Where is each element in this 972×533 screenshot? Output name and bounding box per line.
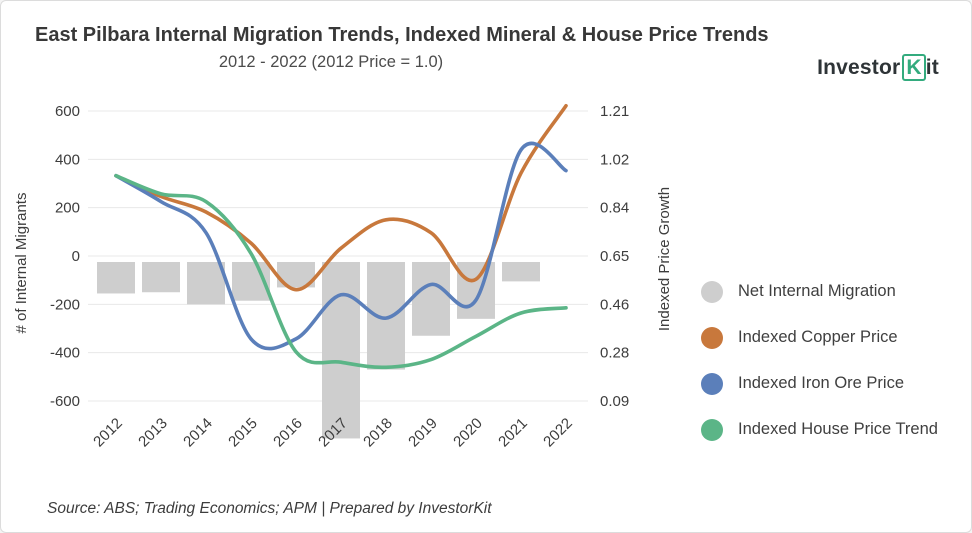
migration-bar	[322, 262, 360, 439]
legend-item-indexed-iron-ore-price: Indexed Iron Ore Price	[701, 373, 963, 395]
legend-swatch-indexed-iron-ore-price	[701, 373, 723, 395]
migration-bar	[502, 262, 540, 282]
logo-text-investor: Investor	[817, 56, 901, 79]
left-axis-title: # of Internal Migrants	[13, 192, 30, 334]
legend-label: Indexed Copper Price	[738, 328, 898, 347]
migration-bar	[187, 262, 225, 305]
legend: Net Internal Migration Indexed Copper Pri…	[701, 281, 963, 441]
chart-subtitle: 2012 - 2022 (2012 Price = 1.0)	[218, 53, 444, 71]
legend-swatch-indexed-copper-price	[701, 327, 723, 349]
x-tick-label: 2018	[360, 415, 396, 451]
migration-bar	[412, 262, 450, 336]
left-tick-label: -200	[50, 296, 80, 313]
right-tick-label: 0.65	[600, 248, 629, 265]
indexed-copper-price-line	[114, 104, 568, 292]
left-tick-label: 0	[72, 248, 80, 265]
x-tick-label: 2016	[270, 415, 306, 451]
x-tick-label: 2012	[90, 415, 126, 451]
legend-item-indexed-house-price-trend: Indexed House Price Trend	[701, 419, 963, 441]
x-tick-label: 2022	[540, 415, 576, 451]
legend-item-net-internal-migration: Net Internal Migration	[701, 281, 963, 303]
x-tick-label: 2019	[405, 415, 441, 451]
legend-label: Indexed Iron Ore Price	[738, 374, 904, 393]
x-tick-label: 2021	[495, 415, 531, 451]
x-tick-label: 2013	[135, 415, 171, 451]
left-tick-label: -400	[50, 345, 80, 362]
indexed-house-price-trend-line	[114, 173, 568, 370]
x-tick-label: 2014	[180, 415, 216, 451]
left-tick-label: 200	[55, 200, 80, 217]
migration-bar	[97, 262, 135, 294]
right-tick-label: 0.84	[600, 200, 629, 217]
left-tick-label: -600	[50, 393, 80, 410]
page-title: East Pilbara Internal Migration Trends, …	[35, 24, 769, 47]
left-tick-label: 400	[55, 151, 80, 168]
left-tick-label: 600	[55, 103, 80, 120]
migration-bar	[457, 262, 495, 319]
chart-plot: 600 1.21 400 1.02 200 0.84 0 0.65 -200 0.46 -400 0.…	[50, 103, 629, 451]
legend-swatch-net-internal-migration	[701, 281, 723, 303]
right-tick-label: 1.21	[600, 103, 629, 120]
x-tick-label: 2020	[450, 415, 486, 451]
legend-label: Indexed House Price Trend	[738, 420, 938, 439]
legend-swatch-indexed-house-price-trend	[701, 419, 723, 441]
legend-item-indexed-copper-price: Indexed Copper Price	[701, 327, 963, 349]
right-tick-label: 0.09	[600, 393, 629, 410]
x-tick-label: 2015	[225, 415, 261, 451]
migration-bar	[142, 262, 180, 293]
migration-bar	[367, 262, 405, 370]
right-tick-label: 0.28	[600, 345, 629, 362]
right-tick-label: 0.46	[600, 296, 629, 313]
indexed-iron-ore-price-line	[114, 141, 568, 351]
logo-letter-k: K	[902, 54, 926, 81]
legend-label: Net Internal Migration	[738, 282, 896, 301]
logo-text-it: it	[925, 56, 939, 79]
source-note: Source: ABS; Trading Economics; APM | Pr…	[47, 500, 492, 517]
right-tick-label: 1.02	[600, 151, 629, 168]
